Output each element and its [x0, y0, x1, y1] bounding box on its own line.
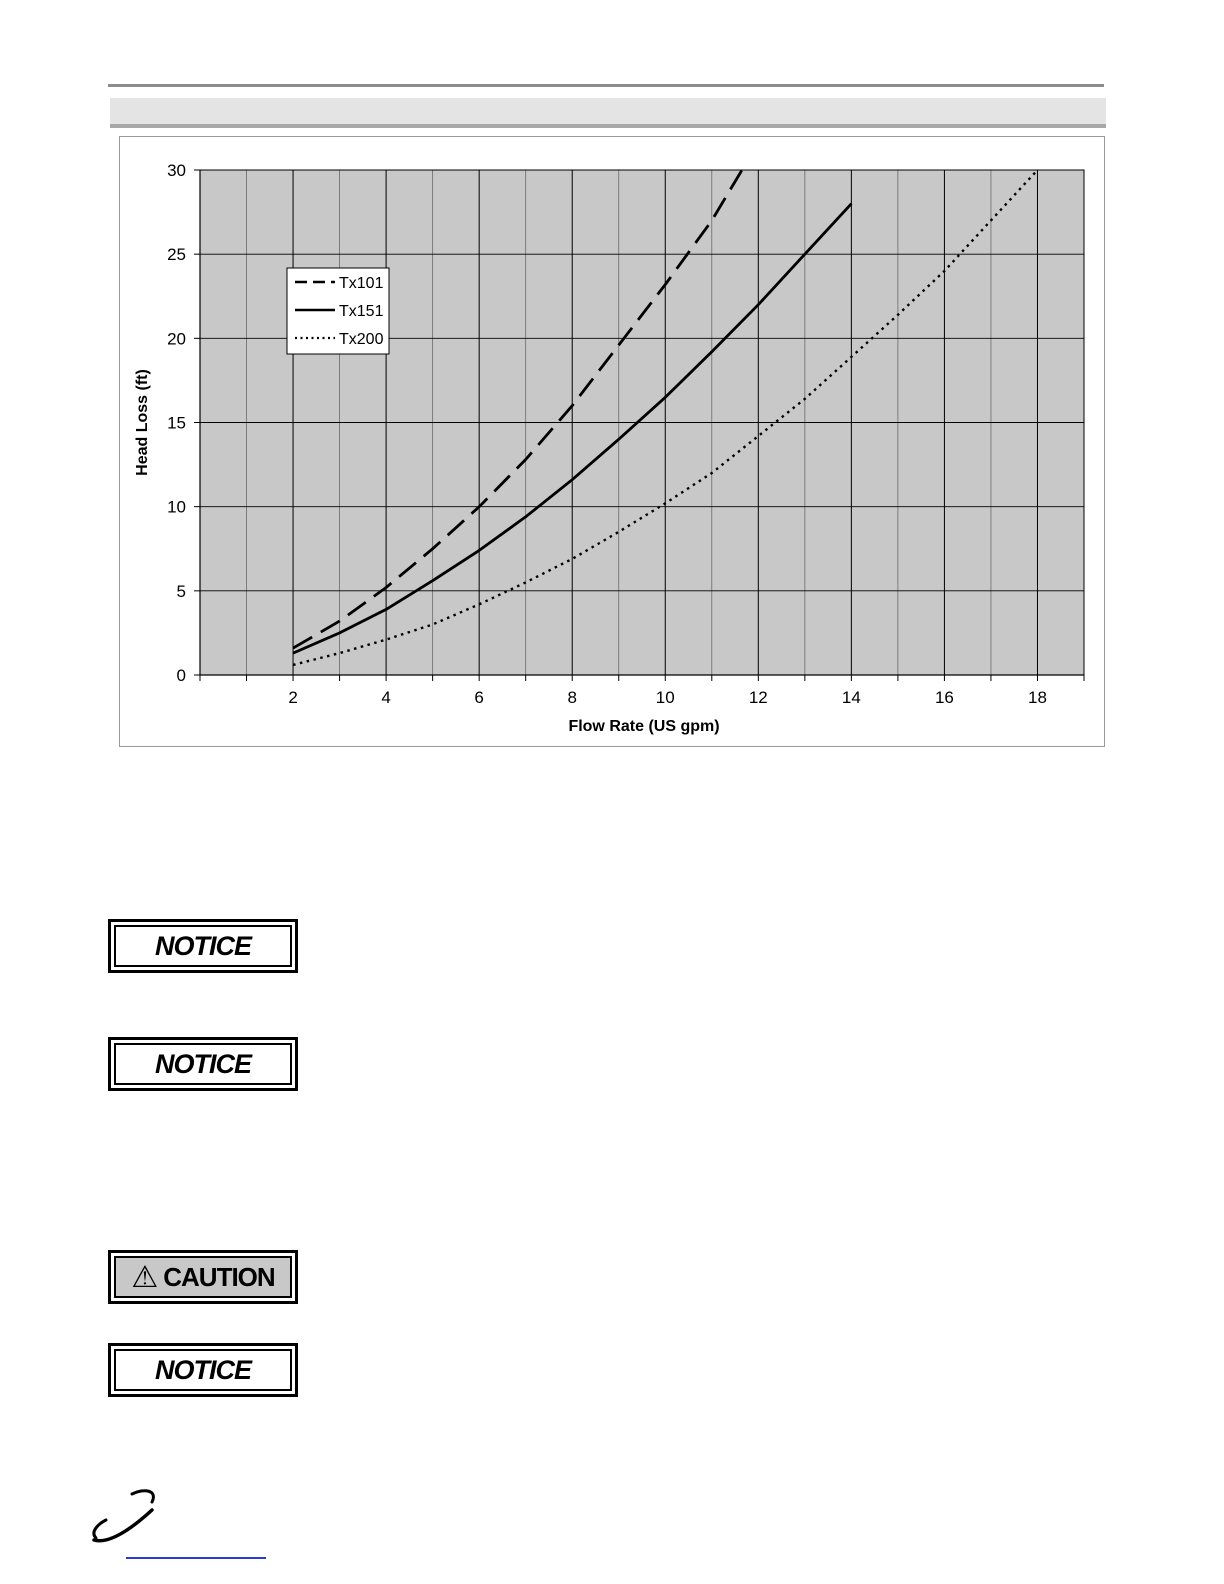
x-tick-label: 8 — [567, 688, 576, 707]
top-rule — [108, 84, 1104, 87]
notice-text: NOTICE — [154, 1354, 252, 1385]
x-tick-label: 14 — [842, 688, 861, 707]
legend-label-tx200: Tx200 — [339, 331, 384, 348]
section-header-band — [110, 98, 1106, 128]
x-axis-title: Flow Rate (US gpm) — [568, 718, 719, 735]
caution-text: CAUTION — [163, 1261, 275, 1292]
notice-label-3: NOTICE — [108, 1343, 298, 1397]
series-line-tx101 — [292, 169, 744, 650]
footer-link-underline[interactable] — [126, 1557, 266, 1559]
x-tick-label: 10 — [656, 688, 675, 707]
x-tick-label: 4 — [381, 688, 390, 707]
y-tick-label: 15 — [167, 414, 186, 433]
head-loss-chart: 2 4 6 8 10 12 14 16 18 0 5 10 15 20 25 30 Flow Rate (US … — [134, 161, 1085, 735]
y-tick-label: 10 — [167, 498, 186, 517]
x-tick-label: 2 — [288, 688, 297, 707]
legend-label-tx151: Tx151 — [339, 303, 384, 320]
y-tick-label: 30 — [167, 161, 186, 180]
notice-label-1: NOTICE — [108, 919, 298, 973]
legend-label-tx101: Tx101 — [339, 275, 384, 292]
x-tick-label: 6 — [474, 688, 483, 707]
notice-text: NOTICE — [154, 930, 252, 961]
warning-triangle-icon: ⚠ — [131, 1260, 158, 1294]
y-tick-label: 25 — [167, 245, 186, 264]
x-tick-label: 16 — [935, 688, 954, 707]
y-tick-label: 5 — [177, 582, 186, 601]
notice-label-2: NOTICE — [108, 1037, 298, 1091]
caution-label: ⚠ CAUTION — [108, 1250, 298, 1304]
series-line-tx151 — [292, 202, 853, 655]
y-tick-label: 0 — [177, 666, 186, 685]
brand-logo-icon — [92, 1489, 155, 1543]
series-line-tx200 — [292, 169, 1039, 667]
x-tick-label: 12 — [749, 688, 768, 707]
notice-text: NOTICE — [154, 1048, 252, 1079]
y-tick-label: 20 — [167, 329, 186, 348]
x-tick-label: 18 — [1028, 688, 1047, 707]
y-axis-title: Head Loss (ft) — [134, 369, 151, 476]
